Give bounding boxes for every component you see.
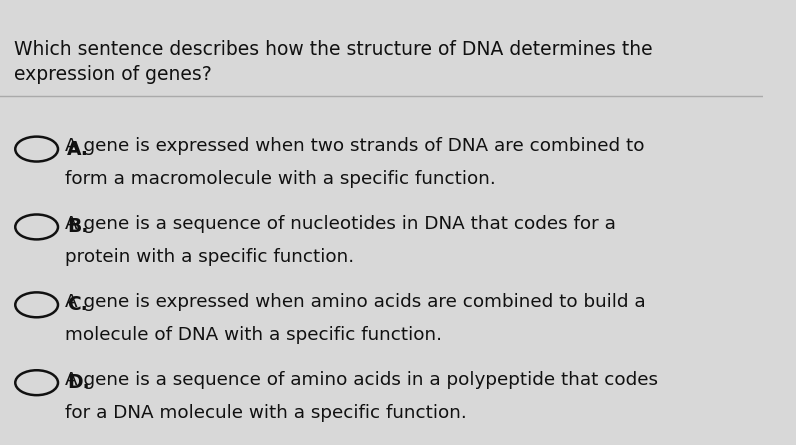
- Text: Which sentence describes how the structure of DNA determines the
expression of g: Which sentence describes how the structu…: [14, 40, 653, 84]
- Text: for a DNA molecule with a specific function.: for a DNA molecule with a specific funct…: [64, 404, 466, 422]
- Text: protein with a specific function.: protein with a specific function.: [64, 248, 354, 266]
- Text: B.: B.: [67, 218, 88, 236]
- Text: A.: A.: [67, 140, 89, 158]
- Text: A gene is expressed when amino acids are combined to build a: A gene is expressed when amino acids are…: [64, 293, 646, 311]
- Text: A gene is a sequence of nucleotides in DNA that codes for a: A gene is a sequence of nucleotides in D…: [64, 215, 616, 233]
- Text: A gene is a sequence of amino acids in a polypeptide that codes: A gene is a sequence of amino acids in a…: [64, 371, 657, 388]
- Text: D.: D.: [67, 373, 90, 392]
- Text: C.: C.: [67, 295, 88, 314]
- Text: A gene is expressed when two strands of DNA are combined to: A gene is expressed when two strands of …: [64, 137, 645, 155]
- Text: molecule of DNA with a specific function.: molecule of DNA with a specific function…: [64, 326, 442, 344]
- Text: form a macromolecule with a specific function.: form a macromolecule with a specific fun…: [64, 170, 496, 188]
